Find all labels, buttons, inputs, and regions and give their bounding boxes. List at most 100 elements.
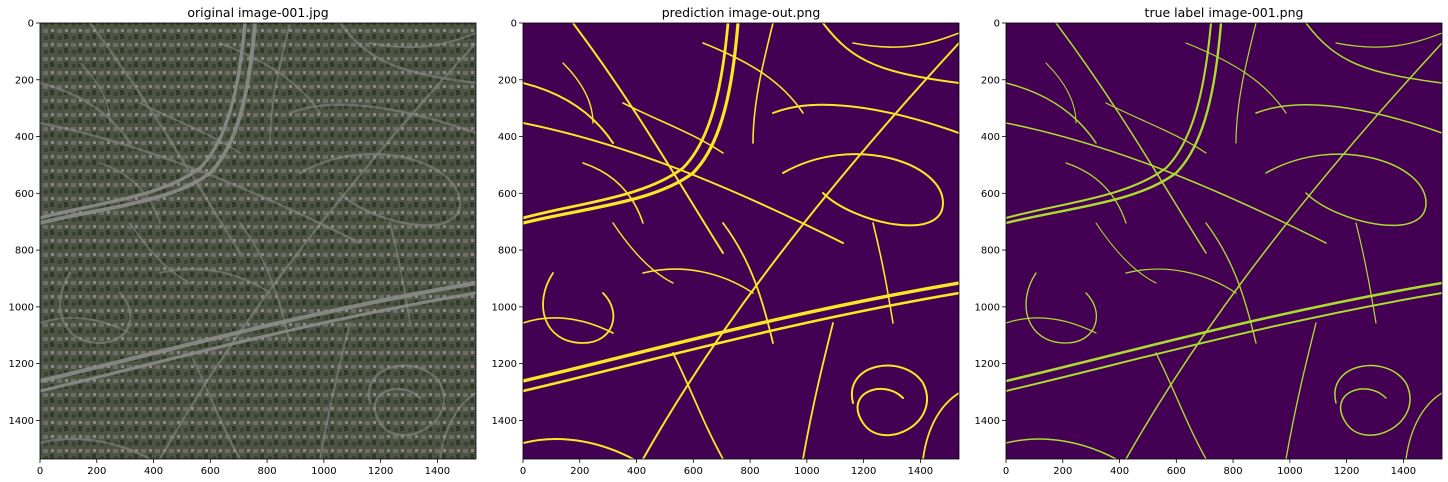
y-tick-label: 200 (981, 75, 1000, 86)
y-tick-label: 1200 (9, 359, 34, 370)
x-tick-label: 0 (520, 466, 526, 477)
road-segment (523, 317, 614, 334)
y-tick-label: 1400 (492, 416, 517, 427)
x-tick-label: 400 (144, 466, 163, 477)
road-segment (1265, 153, 1427, 227)
road-segment (338, 23, 476, 85)
road-segment (572, 23, 724, 254)
road-segment (88, 23, 242, 255)
road-segment (1025, 272, 1097, 344)
aerial-image (40, 23, 476, 459)
road-segment (40, 291, 476, 393)
road-segment (159, 268, 271, 294)
road-segment (1125, 268, 1237, 294)
road-segment (642, 268, 754, 294)
road-segment (369, 32, 476, 49)
y-tick-label: 1000 (975, 302, 1000, 313)
y-tick-label: 1400 (9, 416, 34, 427)
road-segment (1255, 103, 1442, 134)
road-segment (1055, 23, 1207, 254)
road-segment (1006, 281, 1442, 383)
panel-title: prediction image-out.png (662, 5, 821, 20)
road-segment (872, 222, 894, 324)
road-segment (1285, 322, 1317, 459)
road-segment (298, 152, 462, 227)
road-segment (40, 121, 362, 245)
x-tick-label: 600 (1167, 466, 1186, 477)
road-segment (702, 42, 804, 114)
x-tick-label: 1400 (908, 466, 933, 477)
x-tick-label: 400 (1110, 466, 1129, 477)
road-segment (922, 392, 959, 459)
x-tick-label: 600 (684, 466, 703, 477)
road-segment (367, 364, 446, 437)
road-segment (672, 352, 724, 459)
y-tick-label: 400 (498, 132, 517, 143)
x-tick-label: 800 (1224, 466, 1243, 477)
y-tick-label: 1000 (492, 302, 517, 313)
road-segment (523, 82, 614, 144)
x-tick-label: 0 (1003, 466, 1009, 477)
road-segment (1235, 23, 1257, 144)
road-segment (40, 23, 257, 225)
panel-true-label: true label image-001.png 0 200 400 600 800 10… (975, 5, 1443, 477)
x-tick-label: 1200 (1334, 466, 1359, 477)
road-segment (99, 162, 161, 224)
x-tick-label: 600 (201, 466, 220, 477)
road-segment (139, 102, 241, 154)
road-segment (318, 321, 352, 459)
road-segment (1155, 352, 1207, 459)
road-segment (850, 364, 928, 437)
road-segment (1335, 32, 1442, 48)
y-tick-label: 200 (15, 75, 34, 86)
road-segment (40, 316, 131, 334)
road-segment (523, 437, 634, 459)
road-segment (1006, 292, 1442, 392)
road-segment (1065, 162, 1127, 224)
road-segment (1405, 392, 1442, 459)
x-tick-label: 1000 (311, 466, 336, 477)
road-segment (389, 222, 411, 324)
road-segment (752, 23, 774, 144)
road-segment (772, 103, 959, 134)
road-segment (523, 23, 730, 220)
road-segment (722, 222, 774, 344)
panel-original: original image-001.jpg 0 200 400 600 800 1000… (9, 5, 477, 477)
road-segment (1006, 317, 1097, 334)
y-tick-label: 1000 (9, 302, 34, 313)
road-segment (1006, 23, 1223, 225)
x-tick-label: 400 (627, 466, 646, 477)
x-tick-label: 1400 (425, 466, 450, 477)
road-segment (523, 23, 740, 225)
label-mask (1006, 23, 1442, 459)
x-tick-label: 0 (37, 466, 43, 477)
x-tick-label: 1200 (851, 466, 876, 477)
x-tick-label: 1000 (1277, 466, 1302, 477)
road-segment (582, 162, 644, 224)
road-segment (1045, 62, 1077, 124)
road-segment (1006, 82, 1097, 144)
y-tick-label: 200 (498, 75, 517, 86)
prediction-mask (523, 23, 959, 459)
road-segment (238, 221, 292, 345)
y-tick-label: 1400 (975, 416, 1000, 427)
road-segment (219, 42, 321, 114)
road-segment (1006, 122, 1327, 244)
x-tick-label: 800 (258, 466, 277, 477)
x-tick-label: 200 (1053, 466, 1072, 477)
x-tick-label: 200 (570, 466, 589, 477)
road-segment (822, 23, 959, 84)
y-tick-label: 800 (498, 246, 517, 257)
road-segment (438, 391, 476, 459)
x-tick-label: 200 (87, 466, 106, 477)
y-tick-label: 600 (981, 189, 1000, 200)
road-segment (1105, 102, 1207, 154)
y-tick-label: 800 (15, 246, 34, 257)
road-segment (1205, 222, 1257, 344)
road-segment (1185, 42, 1287, 114)
road-segment (1006, 438, 1117, 459)
x-tick-label: 1000 (794, 466, 819, 477)
road-segment (1355, 222, 1377, 324)
road-segment (1334, 364, 1411, 436)
x-tick-label: 800 (741, 466, 760, 477)
